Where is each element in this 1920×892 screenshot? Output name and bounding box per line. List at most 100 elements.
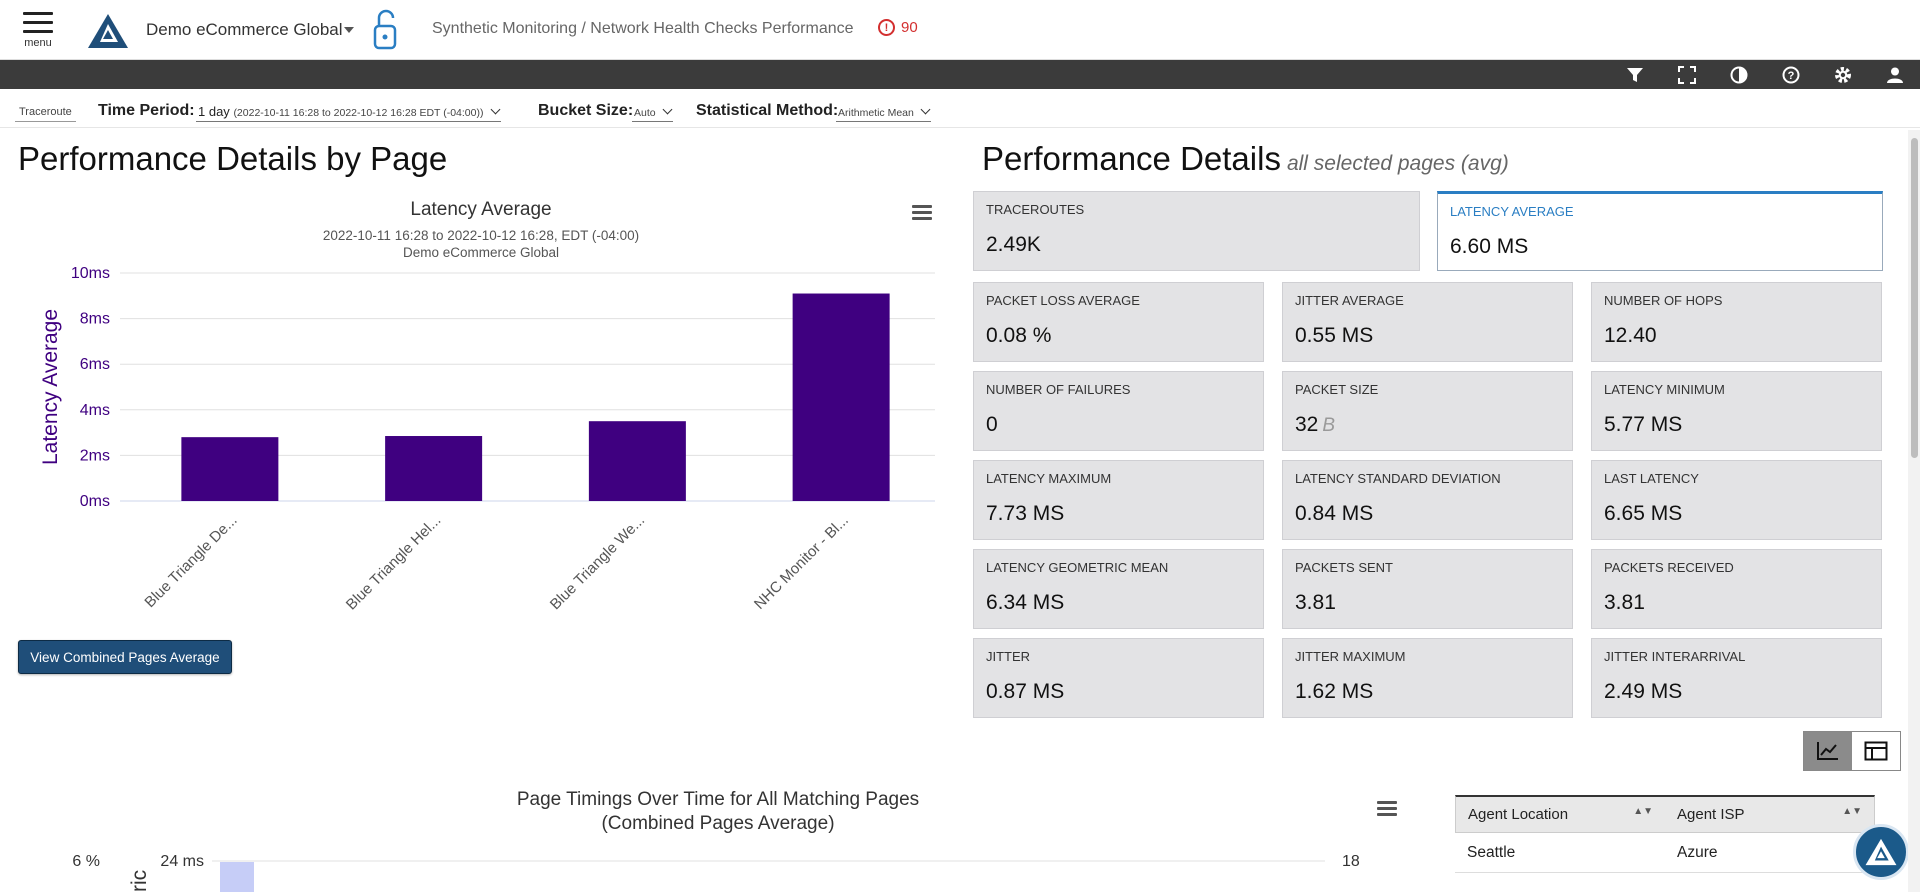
contrast-icon[interactable]	[1728, 64, 1750, 86]
assistant-fab-button[interactable]	[1853, 824, 1909, 880]
metric-card-latency-geometric-mean[interactable]: LATENCY GEOMETRIC MEAN 6.34 MS	[973, 549, 1264, 629]
bar[interactable]	[588, 421, 686, 501]
y-axis-label: ric	[128, 870, 151, 892]
metric-card-jitter-interarrival[interactable]: JITTER INTERARRIVAL 2.49 MS	[1591, 638, 1882, 718]
metric-card-latency-minimum[interactable]: LATENCY MINIMUM 5.77 MS	[1591, 371, 1882, 451]
metric-label: PACKET LOSS AVERAGE	[986, 293, 1140, 308]
x-tick-label: Blue Triangle Hel...	[343, 512, 445, 614]
metric-card-number-of-hops[interactable]: NUMBER OF HOPS 12.40	[1591, 282, 1882, 362]
metric-value: 6.34 MS	[986, 591, 1065, 614]
metric-value: 5.77 MS	[1604, 413, 1683, 436]
filter-icon[interactable]	[1624, 64, 1646, 86]
user-icon[interactable]	[1884, 64, 1906, 86]
column-agent-location[interactable]: Agent Location ▲▼	[1456, 806, 1665, 823]
scrollbar-thumb[interactable]	[1911, 138, 1918, 458]
metric-card-latency-maximum[interactable]: LATENCY MAXIMUM 7.73 MS	[973, 460, 1264, 540]
column-agent-isp[interactable]: Agent ISP ▲▼	[1665, 806, 1874, 823]
time-period-label: Time Period:	[98, 102, 195, 119]
y-tick-label: 8ms	[80, 311, 110, 328]
agent-table: Agent Location ▲▼ Agent ISP ▲▼ Seattle Azu…	[1455, 795, 1875, 873]
metric-value: 0.84 MS	[1295, 502, 1374, 525]
table-view-button[interactable]	[1852, 732, 1900, 770]
brand-logo-icon[interactable]	[86, 12, 130, 50]
bucket-size-select[interactable]: Auto	[632, 104, 674, 122]
chevron-down-icon[interactable]	[344, 27, 354, 33]
metric-value: 0.87 MS	[986, 680, 1065, 703]
toolbar: ?	[0, 60, 1920, 89]
timings-chart-subtitle: (Combined Pages Average)	[601, 813, 834, 834]
table-row[interactable]: Seattle Azure	[1455, 833, 1875, 873]
time-period-select[interactable]: 1 day (2022-10-11 16:28 to 2022-10-12 16…	[196, 104, 502, 122]
brand-logo-icon	[1865, 838, 1897, 866]
hamburger-icon-bar	[1377, 813, 1397, 816]
alert-badge[interactable]: ! 90	[878, 19, 918, 36]
unlock-icon[interactable]	[370, 8, 400, 52]
metric-card-packets-received[interactable]: PACKETS RECEIVED 3.81	[1591, 549, 1882, 629]
sort-icon: ▲▼	[1633, 806, 1653, 817]
bar[interactable]	[220, 862, 254, 892]
help-icon[interactable]: ?	[1780, 64, 1802, 86]
chart-subtitle-org: Demo eCommerce Global	[403, 245, 559, 260]
gear-icon[interactable]	[1832, 64, 1854, 86]
menu-button[interactable]: menu	[18, 12, 58, 56]
y-tick-label: 6ms	[80, 356, 110, 373]
metric-card-packet-loss-average[interactable]: PACKET LOSS AVERAGE 0.08 %	[973, 282, 1264, 362]
bar[interactable]	[385, 436, 483, 501]
metric-label: LAST LATENCY	[1604, 471, 1699, 486]
metric-value: 3.81	[1604, 591, 1645, 614]
metric-value: 7.73 MS	[986, 502, 1065, 525]
metric-value: 0.55 MS	[1295, 324, 1374, 347]
alert-count: 90	[901, 19, 918, 36]
metric-card-traceroutes[interactable]: TRACEROUTES 2.49K	[973, 191, 1420, 271]
metric-label: TRACEROUTES	[986, 202, 1085, 217]
metric-label: LATENCY STANDARD DEVIATION	[1295, 471, 1501, 486]
y-tick-label-percent: 6 %	[72, 853, 100, 870]
bucket-size-value: Auto	[634, 107, 656, 119]
chart-subtitle: 2022-10-11 16:28 to 2022-10-12 16:28, ED…	[323, 228, 639, 243]
menu-label: menu	[24, 37, 52, 49]
metric-card-packets-sent[interactable]: PACKETS SENT 3.81	[1282, 549, 1573, 629]
chevron-down-icon	[662, 104, 673, 115]
hamburger-icon-bar	[1377, 807, 1397, 810]
chart-menu-button[interactable]	[912, 205, 932, 221]
metric-value: 3.81	[1295, 591, 1336, 614]
metric-card-last-latency[interactable]: LAST LATENCY 6.65 MS	[1591, 460, 1882, 540]
cell-agent-location: Seattle	[1467, 843, 1516, 861]
statistical-method-label: Statistical Method:	[696, 102, 839, 119]
line-chart-icon	[1817, 742, 1838, 760]
view-combined-pages-average-button[interactable]: View Combined Pages Average	[18, 640, 232, 674]
statistical-method-select[interactable]: Arithmetic Mean	[836, 104, 932, 122]
org-selector[interactable]: Demo eCommerce Global	[146, 20, 343, 39]
y-tick-label-right: 18	[1342, 853, 1360, 870]
svg-text:?: ?	[1788, 70, 1795, 82]
x-tick-label: Blue Triangle De...	[141, 512, 240, 611]
y-tick-label: 4ms	[80, 402, 110, 419]
hamburger-icon-bar	[912, 211, 932, 214]
bar[interactable]	[792, 293, 890, 501]
metric-card-jitter-average[interactable]: JITTER AVERAGE 0.55 MS	[1282, 282, 1573, 362]
metric-label: NUMBER OF FAILURES	[986, 382, 1131, 397]
traceroute-chip[interactable]: Traceroute	[15, 104, 76, 122]
fullscreen-icon[interactable]	[1676, 64, 1698, 86]
metric-card-latency-standard-deviation[interactable]: LATENCY STANDARD DEVIATION 0.84 MS	[1282, 460, 1573, 540]
metric-card-packet-size[interactable]: PACKET SIZE 32 B	[1282, 371, 1573, 451]
time-period-range: (2022-10-11 16:28 to 2022-10-12 16:28 ED…	[233, 107, 484, 119]
metric-label: JITTER MAXIMUM	[1295, 649, 1406, 664]
breadcrumb: Synthetic Monitoring / Network Health Ch…	[432, 20, 854, 37]
chart-view-button[interactable]	[1804, 732, 1852, 770]
metric-card-jitter[interactable]: JITTER 0.87 MS	[973, 638, 1264, 718]
sort-icon: ▲▼	[1842, 806, 1862, 817]
cell-agent-isp: Azure	[1677, 843, 1718, 861]
chevron-down-icon	[490, 104, 501, 115]
bar[interactable]	[181, 437, 279, 501]
metric-label: LATENCY AVERAGE	[1450, 204, 1574, 219]
hamburger-icon	[1377, 801, 1397, 804]
x-tick-label: Blue Triangle We...	[547, 512, 648, 613]
hamburger-icon-bar	[23, 21, 53, 24]
metric-card-jitter-maximum[interactable]: JITTER MAXIMUM 1.62 MS	[1282, 638, 1573, 718]
metric-card-latency-average[interactable]: LATENCY AVERAGE 6.60 MS	[1437, 191, 1883, 271]
metric-value: 32 B	[1295, 413, 1336, 436]
timings-chart-menu-button[interactable]	[1377, 801, 1397, 817]
y-tick-label: 2ms	[80, 447, 110, 464]
metric-card-number-of-failures[interactable]: NUMBER OF FAILURES 0	[973, 371, 1264, 451]
